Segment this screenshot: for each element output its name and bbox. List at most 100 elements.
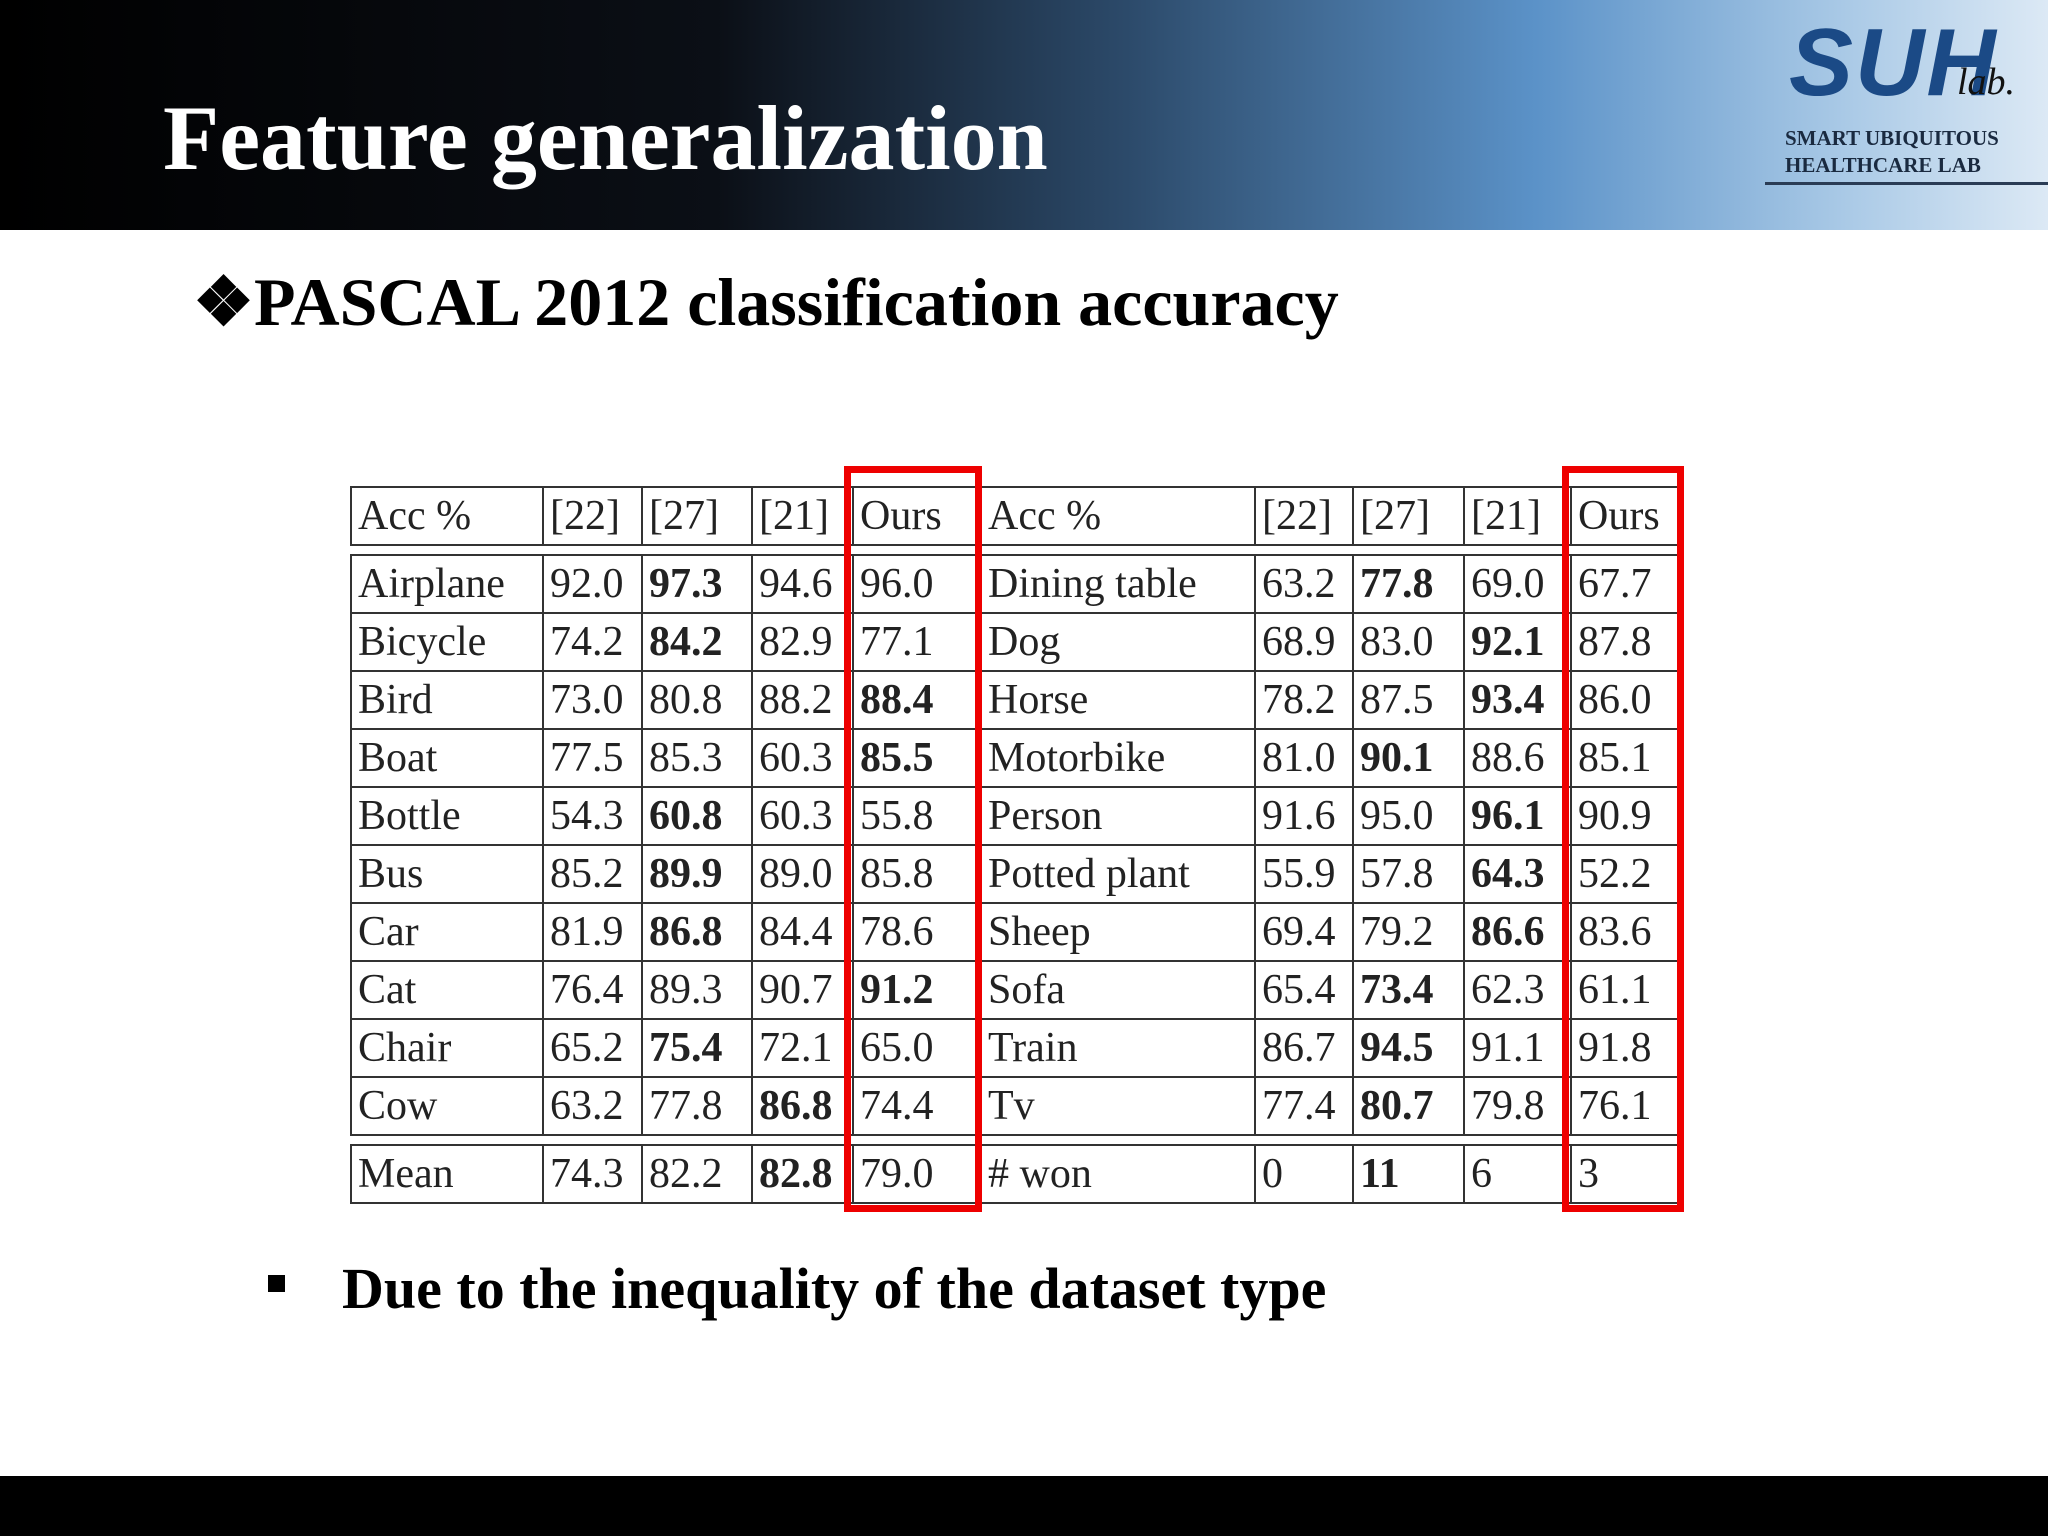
table-cell: 82.2 xyxy=(641,1144,753,1204)
table-cell: 81.0 xyxy=(1254,728,1354,788)
table-cell: 0 xyxy=(1254,1144,1354,1204)
table-cell: 95.0 xyxy=(1352,786,1465,846)
table-cell: 74.2 xyxy=(542,612,643,672)
table-cell: Car xyxy=(350,902,544,962)
table-cell: 60.8 xyxy=(641,786,753,846)
table-cell: 77.4 xyxy=(1254,1076,1354,1136)
table-cell: Bird xyxy=(350,670,544,730)
table-cell: 80.8 xyxy=(641,670,753,730)
table-cell: 82.9 xyxy=(751,612,854,672)
table-cell: 79.0 xyxy=(852,1144,982,1204)
logo-name: SUH xyxy=(1789,9,1998,116)
table-cell: 62.3 xyxy=(1463,960,1572,1020)
table-cell: 78.6 xyxy=(852,902,982,962)
table-footer: Mean 74.3 82.2 82.8 79.0 # won 0 11 6 3 xyxy=(350,1144,1684,1204)
table-cell: 52.2 xyxy=(1570,844,1684,904)
table-row: Airplane 92.0 97.3 94.6 96.0 Dining table 63.2… xyxy=(350,554,1684,614)
bullet-text: Due to the inequality of the dataset typ… xyxy=(342,1256,1327,1321)
table-cell: 73.4 xyxy=(1352,960,1465,1020)
table-cell: 75.4 xyxy=(641,1018,753,1078)
table-cell: Acc % xyxy=(980,486,1256,546)
logo: SUH lab. SMART UBIQUITOUS HEALTHCARE LAB xyxy=(1765,8,2048,188)
table-cell: 91.2 xyxy=(852,960,982,1020)
table-cell: 92.0 xyxy=(542,554,643,614)
table-cell: 84.4 xyxy=(751,902,854,962)
table-cell: [21] xyxy=(751,486,854,546)
table-cell: 60.3 xyxy=(751,728,854,788)
highlight-box xyxy=(1562,466,1684,1212)
table-cell: Bus xyxy=(350,844,544,904)
table-cell: 55.9 xyxy=(1254,844,1354,904)
table-cell: 76.4 xyxy=(542,960,643,1020)
table-cell: 73.0 xyxy=(542,670,643,730)
table-cell: 11 xyxy=(1352,1144,1465,1204)
table-cell: 65.2 xyxy=(542,1018,643,1078)
table-header: Acc % [22] [27] [21] Ours Acc % [22] [27] [21] Ou… xyxy=(350,486,1684,546)
table-cell: 88.2 xyxy=(751,670,854,730)
table-cell: Motorbike xyxy=(980,728,1256,788)
table-cell: 86.8 xyxy=(641,902,753,962)
table-cell: 3 xyxy=(1570,1144,1684,1204)
table-cell: 91.1 xyxy=(1463,1018,1572,1078)
table-cell: 69.0 xyxy=(1463,554,1572,614)
table-cell: Acc % xyxy=(350,486,544,546)
table-cell: 60.3 xyxy=(751,786,854,846)
logo-line: SMART UBIQUITOUS xyxy=(1785,126,1999,150)
table-cell: 72.1 xyxy=(751,1018,854,1078)
table-row: Cow 63.2 77.8 86.8 74.4 Tv 77.4 80.7 79.8 76.1 xyxy=(350,1076,1684,1136)
table-row: Mean 74.3 82.2 82.8 79.0 # won 0 11 6 3 xyxy=(350,1144,1684,1204)
table-cell: 6 xyxy=(1463,1144,1572,1204)
table-cell: 81.9 xyxy=(542,902,643,962)
results-table: Acc % [22] [27] [21] Ours Acc % [22] [27] [21] Ou… xyxy=(350,466,1684,1212)
subtitle-text: PASCAL 2012 classification accuracy xyxy=(253,264,1339,340)
table-cell: 86.6 xyxy=(1463,902,1572,962)
table-cell: 65.4 xyxy=(1254,960,1354,1020)
table-cell: Train xyxy=(980,1018,1256,1078)
footer-bar xyxy=(0,1476,2048,1536)
table-cell: 89.9 xyxy=(641,844,753,904)
table-gap xyxy=(350,546,1684,554)
table-cell: 68.9 xyxy=(1254,612,1354,672)
table-cell: 74.3 xyxy=(542,1144,643,1204)
table-cell: 82.8 xyxy=(751,1144,854,1204)
table-cell: 77.1 xyxy=(852,612,982,672)
table-cell: Mean xyxy=(350,1144,544,1204)
table-cell: 76.1 xyxy=(1570,1076,1684,1136)
table-cell: 67.7 xyxy=(1570,554,1684,614)
table-cell: 93.4 xyxy=(1463,670,1572,730)
table-cell: 79.2 xyxy=(1352,902,1465,962)
subtitle: ❖PASCAL 2012 classification accuracy xyxy=(193,268,1339,336)
table-cell: 78.2 xyxy=(1254,670,1354,730)
highlight-box xyxy=(844,466,982,1212)
table-cell: 88.6 xyxy=(1463,728,1572,788)
table-cell: 83.6 xyxy=(1570,902,1684,962)
table-cell: Airplane xyxy=(350,554,544,614)
table-cell: 96.0 xyxy=(852,554,982,614)
table-cell: [21] xyxy=(1463,486,1572,546)
table-cell: 94.6 xyxy=(751,554,854,614)
table-cell: 84.2 xyxy=(641,612,753,672)
table-cell: Potted plant xyxy=(980,844,1256,904)
logo-suffix: lab. xyxy=(1957,61,2016,103)
table-cell: 87.5 xyxy=(1352,670,1465,730)
table-row: Boat 77.5 85.3 60.3 85.5 Motorbike 81.0 90.1 88.… xyxy=(350,728,1684,788)
table-row: Bird 73.0 80.8 88.2 88.4 Horse 78.2 87.5 93.4 86.… xyxy=(350,670,1684,730)
table-cell: 90.9 xyxy=(1570,786,1684,846)
table-cell: Bicycle xyxy=(350,612,544,672)
table-cell: 79.8 xyxy=(1463,1076,1572,1136)
logo-line: HEALTHCARE LAB xyxy=(1785,153,1981,177)
table-cell: Bottle xyxy=(350,786,544,846)
logo-rule xyxy=(1765,182,2048,185)
table-cell: Cat xyxy=(350,960,544,1020)
table-cell: 61.1 xyxy=(1570,960,1684,1020)
table-cell: 87.8 xyxy=(1570,612,1684,672)
table-cell: 85.8 xyxy=(852,844,982,904)
table-row: Bus 85.2 89.9 89.0 85.8 Potted plant 55.9 57.8 6… xyxy=(350,844,1684,904)
table-cell: 91.6 xyxy=(1254,786,1354,846)
header-band xyxy=(0,0,2048,230)
table-cell: # won xyxy=(980,1144,1256,1204)
table-cell: 55.8 xyxy=(852,786,982,846)
table-cell: 74.4 xyxy=(852,1076,982,1136)
table-cell: 83.0 xyxy=(1352,612,1465,672)
